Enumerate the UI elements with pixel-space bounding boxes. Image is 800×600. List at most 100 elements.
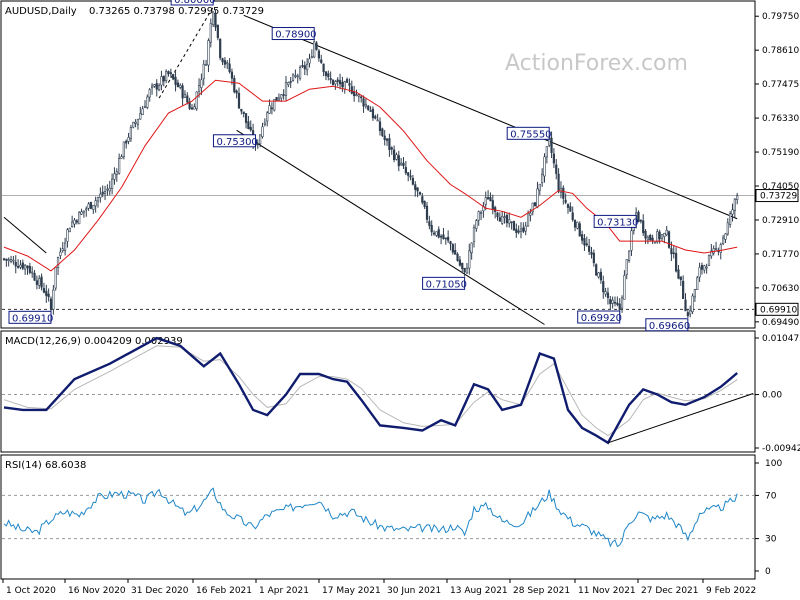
candle-body xyxy=(437,229,440,238)
candle-body xyxy=(444,237,447,240)
candle-body xyxy=(141,108,144,116)
candle-body xyxy=(120,156,123,159)
candle-body xyxy=(12,259,15,262)
candle-body xyxy=(698,267,701,278)
candle-body xyxy=(64,242,67,251)
ohlc-values: 0.73265 0.73798 0.72995 0.73729 xyxy=(89,6,264,17)
candle-body xyxy=(310,56,313,59)
candle-body xyxy=(442,234,445,240)
candle-body xyxy=(616,302,619,305)
candle-body xyxy=(611,299,614,304)
candle-body xyxy=(416,187,419,192)
candle-body xyxy=(477,211,480,221)
candle-body xyxy=(418,192,422,195)
candle-body xyxy=(562,187,565,199)
candle-body xyxy=(613,301,617,304)
candle-body xyxy=(360,96,363,99)
candle-body xyxy=(414,184,417,190)
annotation-label: 0.71050 xyxy=(426,279,467,290)
candle-body xyxy=(432,232,436,235)
candle-body xyxy=(726,222,729,235)
candle-body xyxy=(355,94,358,97)
candle-body xyxy=(165,71,168,81)
candle-body xyxy=(491,200,494,210)
candle-body xyxy=(696,277,699,290)
candle-body xyxy=(736,195,739,200)
candle-body xyxy=(703,265,706,271)
candle-body xyxy=(508,219,511,224)
candle-body xyxy=(219,38,222,59)
price-axis: 0.79750 0.78610 0.77475 0.76330 0.75190 0.740… xyxy=(755,12,799,328)
candle-body xyxy=(33,272,36,281)
candle-body xyxy=(28,265,31,273)
candle-body xyxy=(515,228,518,233)
candle-body xyxy=(256,143,259,145)
candle-body xyxy=(526,212,530,227)
candle-body xyxy=(320,59,323,63)
candle-body xyxy=(693,289,696,298)
candle-body xyxy=(226,62,229,65)
annotation-box xyxy=(593,214,637,228)
price-tick-label: 0.71770 xyxy=(762,250,799,260)
candle-body xyxy=(348,83,351,86)
time-axis: 1 Oct 2020 16 Nov 2020 31 Dec 2020 16 Feb 2… xyxy=(2,579,756,596)
candle-body xyxy=(134,121,137,124)
candle-body xyxy=(686,312,689,317)
candle-body xyxy=(667,231,671,248)
candle-body xyxy=(602,281,605,293)
candle-body xyxy=(155,83,158,90)
candle-body xyxy=(282,94,285,96)
candle-body xyxy=(644,230,647,239)
candle-body xyxy=(599,271,602,281)
candle-body xyxy=(21,262,24,269)
candle-body xyxy=(169,72,172,75)
candle-body xyxy=(435,231,438,236)
annotation-label: 0.75550 xyxy=(510,129,551,140)
candle-body xyxy=(674,253,678,272)
candle-body xyxy=(731,209,734,215)
candle-body xyxy=(712,248,715,254)
annotation-label: 0.69910 xyxy=(12,313,53,324)
candle-body xyxy=(146,96,149,108)
candle-body xyxy=(679,276,682,281)
rsi-tick-label: 100 xyxy=(765,459,782,469)
rsi-panel-frame xyxy=(0,454,756,580)
candle-body xyxy=(186,95,189,103)
candle-body xyxy=(691,295,694,313)
candle-body xyxy=(92,205,95,210)
candle-body xyxy=(129,127,133,140)
candle-body xyxy=(261,126,264,138)
candle-body xyxy=(113,173,116,180)
candle-body xyxy=(287,82,290,85)
candle-body xyxy=(266,112,269,122)
candle-body xyxy=(463,267,466,273)
candle-body xyxy=(719,244,722,253)
last-price-label: 0.73729 xyxy=(760,192,797,202)
annotation-label: 0.69660 xyxy=(649,321,690,332)
candle-body xyxy=(447,236,450,241)
candle-body xyxy=(649,234,652,240)
candle-body xyxy=(247,121,250,129)
candle-body xyxy=(190,107,194,110)
macd-line xyxy=(3,336,738,445)
candle-body xyxy=(45,290,48,296)
candle-body xyxy=(263,122,266,125)
annotation-box xyxy=(271,27,315,41)
candle-body xyxy=(96,197,100,202)
candle-body xyxy=(216,24,219,38)
candle-body xyxy=(639,219,642,222)
price-tick-label: 0.75190 xyxy=(762,148,799,158)
candle-body xyxy=(200,79,203,88)
time-tick-label: 16 Feb 2021 xyxy=(196,586,252,596)
candle-body xyxy=(630,230,633,251)
candle-body xyxy=(604,291,607,295)
candle-body xyxy=(2,258,6,261)
trendline-lower-channel xyxy=(236,129,545,325)
candle-body xyxy=(672,252,675,255)
candle-body xyxy=(541,173,544,184)
candle-body xyxy=(533,202,537,207)
time-tick-label: 16 Nov 2020 xyxy=(68,586,126,596)
candle-body xyxy=(651,237,654,242)
candle-body xyxy=(402,162,405,167)
